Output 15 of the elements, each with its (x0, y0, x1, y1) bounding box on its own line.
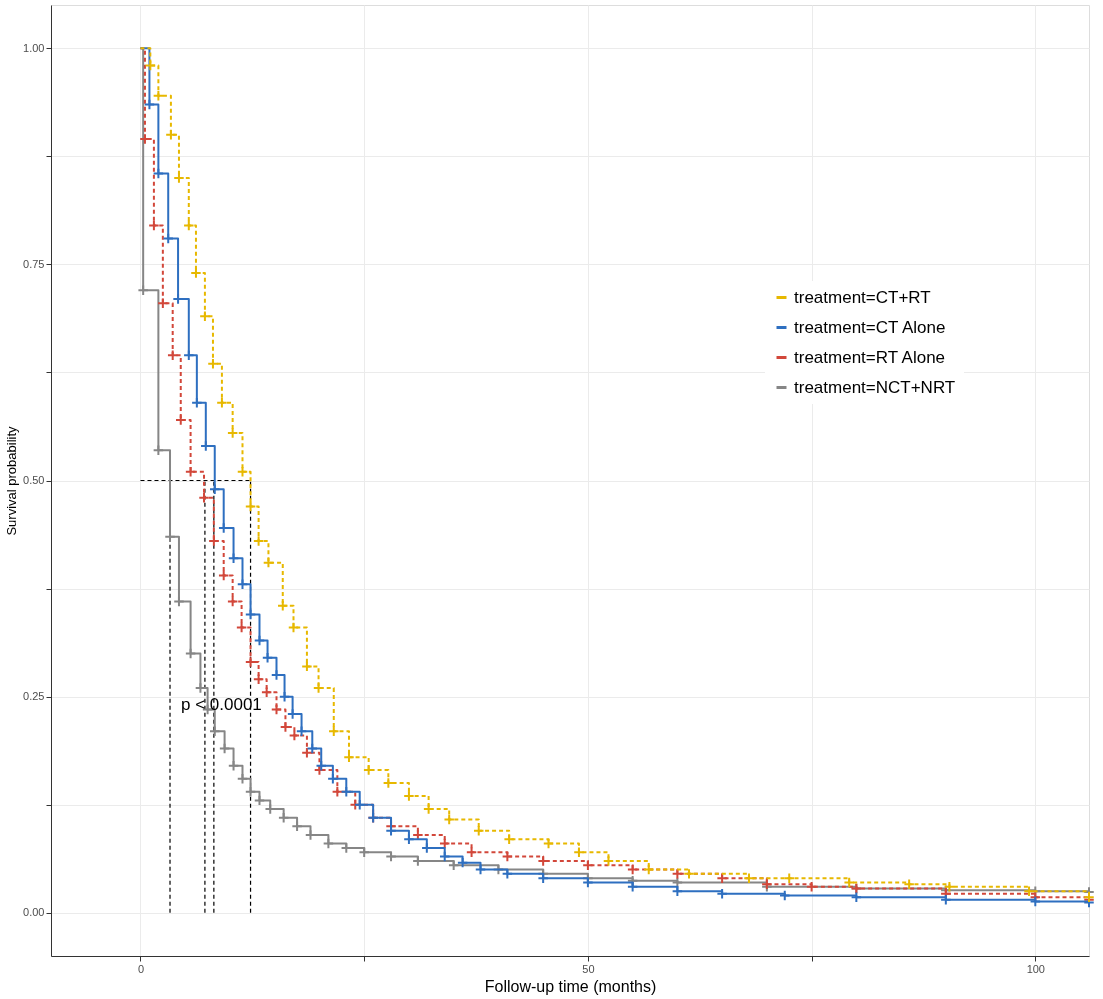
x-tick-label: 50 (582, 962, 595, 975)
x-axis-title: Follow-up time (months) (484, 977, 657, 995)
y-axis-title: Survival probability (4, 425, 20, 536)
legend-label: treatment=CT Alone (794, 317, 946, 337)
y-tick-label: 0.50 (23, 474, 45, 486)
x-tick-label: 0 (137, 962, 145, 975)
y-tick-label: 0.25 (23, 690, 45, 703)
annotation: p < 0.0001 (181, 695, 262, 714)
legend-label: treatment=NCT+NRT (794, 377, 956, 397)
x-tick-label: 100 (1026, 962, 1045, 975)
y-tick-label: 0.00 (23, 906, 45, 919)
legend-label: treatment=RT Alone (794, 347, 946, 367)
y-tick-label: 0.75 (23, 257, 45, 270)
y-tick-label: 1.00 (23, 41, 45, 54)
legend-label: treatment=CT+RT (794, 287, 931, 307)
